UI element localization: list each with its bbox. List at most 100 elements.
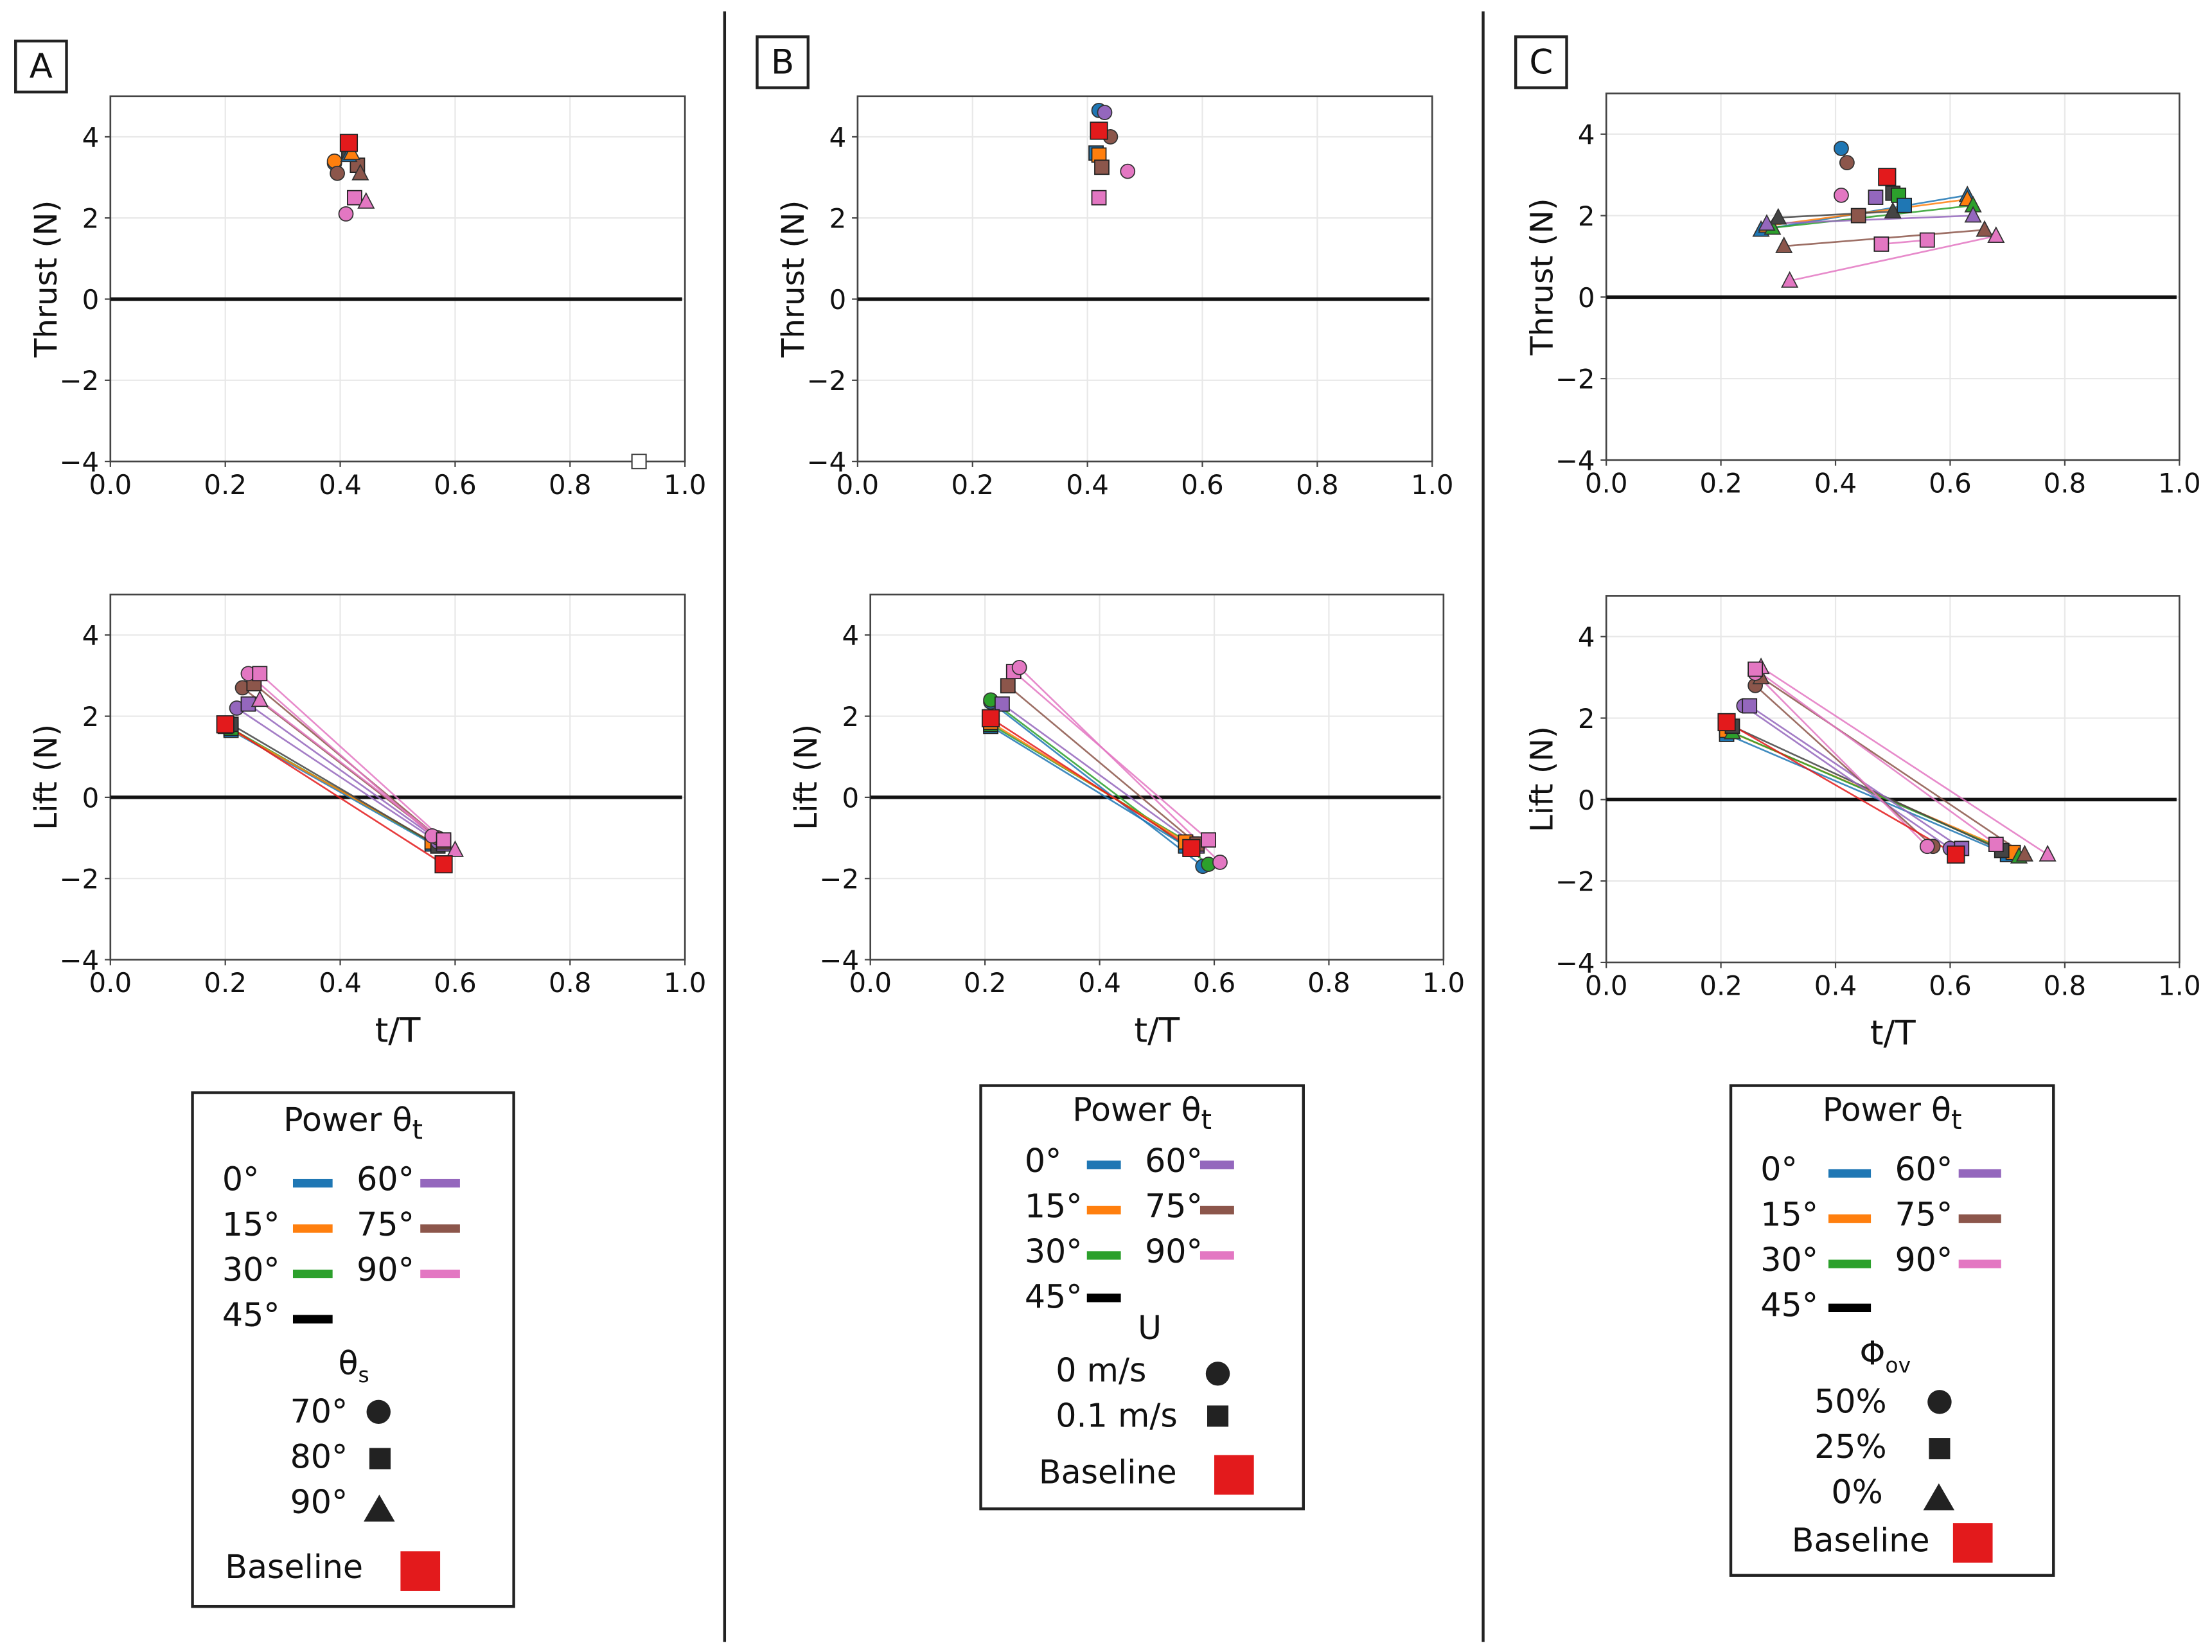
legend-c: Power θt 0° 15° 30° 45° 60° 75° 90° Φov …: [1729, 1084, 2055, 1577]
x-tick-label: 0.2: [964, 967, 1007, 999]
legend-marker-label: 80°: [290, 1439, 348, 1477]
x-axis-label: t/T: [1870, 1014, 1916, 1053]
baseline-marker-icon: [1952, 1523, 1993, 1563]
series-line: [1755, 684, 1934, 848]
data-point-square: [1747, 661, 1764, 677]
legend-item-0: 0°: [1024, 1143, 1062, 1181]
x-axis-label: t/T: [375, 1011, 421, 1050]
x-tick-label: 0.0: [89, 469, 132, 501]
swatch-30: [1086, 1251, 1121, 1260]
y-axis-label: Lift (N): [788, 724, 824, 830]
x-tick-label: 0.2: [951, 469, 994, 501]
x-tick-label: 1.0: [664, 967, 707, 999]
series-line: [1743, 705, 1951, 849]
data-point-square: [1897, 197, 1912, 213]
legend-item-60: 60°: [1895, 1152, 1953, 1189]
data-point-triangle: [2015, 844, 2034, 862]
swatch-75: [420, 1224, 460, 1233]
data-point-square: [1094, 159, 1110, 175]
x-tick-label: 0.6: [1193, 967, 1236, 999]
data-point-triangle: [342, 143, 361, 160]
y-tick-label: 0: [1578, 785, 1595, 816]
series-line: [990, 725, 1187, 847]
series-line: [1881, 239, 1927, 245]
y-tick-label: 2: [82, 701, 100, 733]
data-point-square: [981, 709, 1000, 727]
y-tick-label: 0: [82, 284, 100, 315]
data-point-circle: [1212, 855, 1228, 870]
legend-title: Power θt: [1732, 1093, 2052, 1136]
data-point-square: [995, 696, 1010, 712]
data-point-square: [1742, 698, 1758, 714]
legend-title-sub: t: [412, 1113, 423, 1146]
legend-marker-label: 0.1 m/s: [1056, 1398, 1178, 1435]
legend-item-30: 30°: [1760, 1243, 1819, 1280]
data-point-square: [339, 134, 358, 152]
y-axis-label: Thrust (N): [1524, 198, 1560, 356]
x-tick-label: 0.8: [2044, 970, 2087, 1002]
data-point-triangle: [1987, 226, 2005, 244]
y-tick-label: 0: [829, 284, 847, 315]
y-tick-label: 0: [82, 782, 100, 813]
square-marker-icon: [369, 1448, 391, 1470]
legend-item-0: 0°: [222, 1162, 260, 1199]
y-tick-label: −2: [60, 365, 100, 396]
data-point-square: [1878, 168, 1897, 186]
baseline-marker-icon: [400, 1551, 441, 1591]
legend-title-text: Power θ: [283, 1102, 412, 1140]
y-tick-label: 2: [829, 203, 847, 235]
legend-item-15: 15°: [1760, 1197, 1819, 1234]
y-axis-label: Thrust (N): [775, 200, 811, 359]
series-line: [1755, 668, 1997, 846]
data-point-circle: [338, 206, 354, 222]
x-tick-label: 0.0: [836, 469, 880, 501]
series-line: [1007, 685, 1198, 845]
legend-item-0: 0°: [1760, 1152, 1798, 1189]
x-tick-label: 1.0: [2158, 468, 2201, 499]
legend-item-75: 75°: [357, 1207, 414, 1245]
triangle-marker-icon: [1923, 1483, 1955, 1511]
x-tick-label: 0.0: [1585, 468, 1628, 499]
y-tick-label: −4: [1555, 947, 1595, 979]
legend-item-45: 45°: [1760, 1288, 1819, 1325]
legend-item-45: 45°: [222, 1297, 280, 1335]
legend-baseline-label: Baseline: [1791, 1523, 1930, 1560]
data-point-triangle: [1758, 214, 1776, 231]
swatch-15: [1828, 1214, 1871, 1223]
x-tick-label: 0.6: [1181, 469, 1224, 501]
y-tick-label: −4: [819, 945, 859, 976]
triangle-marker-icon: [364, 1495, 395, 1522]
x-tick-label: 0.6: [1929, 468, 1972, 499]
data-point-triangle: [251, 690, 269, 707]
legend-item-30: 30°: [1024, 1234, 1083, 1272]
x-tick-label: 0.4: [319, 967, 362, 999]
swatch-0: [1086, 1160, 1121, 1169]
group-title-sub: ov: [1885, 1352, 1911, 1378]
swatch-15: [1086, 1205, 1121, 1215]
y-tick-label: −2: [60, 864, 100, 895]
swatch-75: [1958, 1214, 2001, 1223]
series-line: [259, 673, 445, 841]
legend-item-45: 45°: [1024, 1279, 1083, 1317]
x-tick-label: 0.2: [204, 967, 247, 999]
series-line: [1002, 703, 1198, 847]
y-tick-label: −4: [60, 945, 100, 976]
series-line: [1731, 725, 2003, 851]
legend-group-title: Φov: [1859, 1336, 1911, 1378]
x-tick-label: 0.8: [1307, 967, 1350, 999]
series-line: [1755, 672, 1928, 848]
x-tick-label: 1.0: [1411, 469, 1454, 501]
data-point-square: [1000, 678, 1016, 694]
data-point-square: [436, 832, 452, 848]
x-tick-label: 0.2: [204, 469, 247, 501]
legend-b: Power θt 0° 15° 30° 45° 60° 75° 90° U 0 …: [979, 1084, 1305, 1511]
legend-item-90: 90°: [1145, 1234, 1203, 1272]
x-tick-label: 0.4: [1814, 970, 1857, 1002]
series-line: [236, 707, 439, 843]
series-line: [1766, 215, 1974, 225]
series-line: [1789, 235, 1997, 282]
series-line: [1778, 210, 1893, 219]
data-point-square: [1717, 713, 1736, 731]
swatch-60: [1199, 1160, 1234, 1169]
legend-item-30: 30°: [222, 1252, 280, 1290]
